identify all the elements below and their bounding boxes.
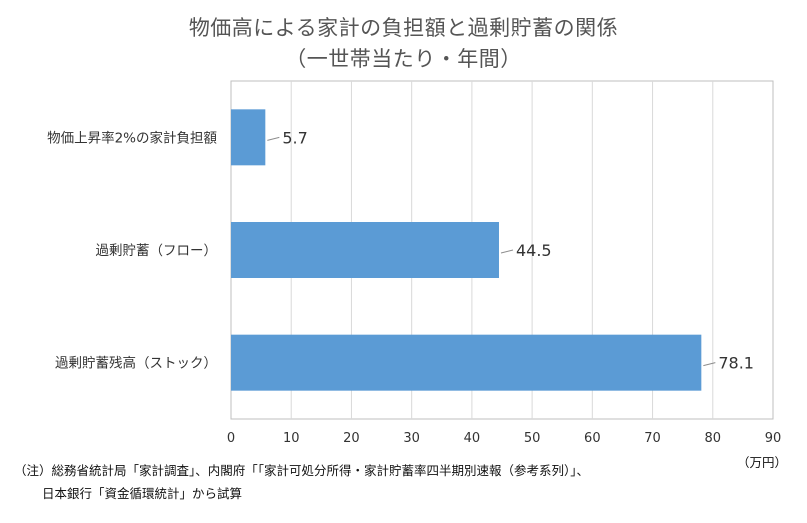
- data-label-leader: [500, 249, 514, 254]
- x-tick-label: 80: [705, 431, 722, 446]
- chart-title: 物価高による家計の負担額と過剰貯蓄の関係: [188, 16, 619, 40]
- category-label: 過剰貯蓄（フロー）: [96, 243, 218, 259]
- data-label-leader: [703, 362, 716, 367]
- x-tick-label: 90: [765, 431, 782, 446]
- data-label: 5.7: [282, 128, 307, 147]
- x-axis-unit: （万円）: [737, 455, 787, 470]
- x-tick-label: 10: [283, 431, 300, 446]
- category-label: 過剰貯蓄残高（ストック）: [55, 355, 217, 372]
- x-tick-label: 30: [403, 431, 420, 446]
- x-tick-label: 0: [227, 431, 235, 446]
- x-tick-label: 40: [464, 431, 481, 446]
- bar: [231, 334, 702, 391]
- x-tick-label: 50: [524, 431, 541, 446]
- source-note-line-2: 日本銀行「資金循環統計」から試算: [42, 486, 243, 501]
- x-tick-label: 60: [584, 431, 601, 446]
- bar: [231, 222, 499, 278]
- source-notes: （注）総務省統計局「家計調査」、内閣府「「家計可処分所得・家計貯蓄率四半期別速報…: [14, 459, 589, 505]
- x-tick-label: 70: [644, 431, 661, 446]
- category-label: 物価上昇率2%の家計負担額: [47, 129, 217, 146]
- data-label-leader: [267, 136, 280, 141]
- x-tick-label: 20: [343, 431, 360, 446]
- chart-subtitle: （一世帯当たり・年間）: [285, 47, 522, 71]
- data-label: 78.1: [718, 354, 754, 373]
- data-label: 44.5: [516, 241, 552, 260]
- source-note-line-1: （注）総務省統計局「家計調査」、内閣府「「家計可処分所得・家計貯蓄率四半期別速報…: [14, 463, 590, 478]
- bar: [231, 109, 266, 166]
